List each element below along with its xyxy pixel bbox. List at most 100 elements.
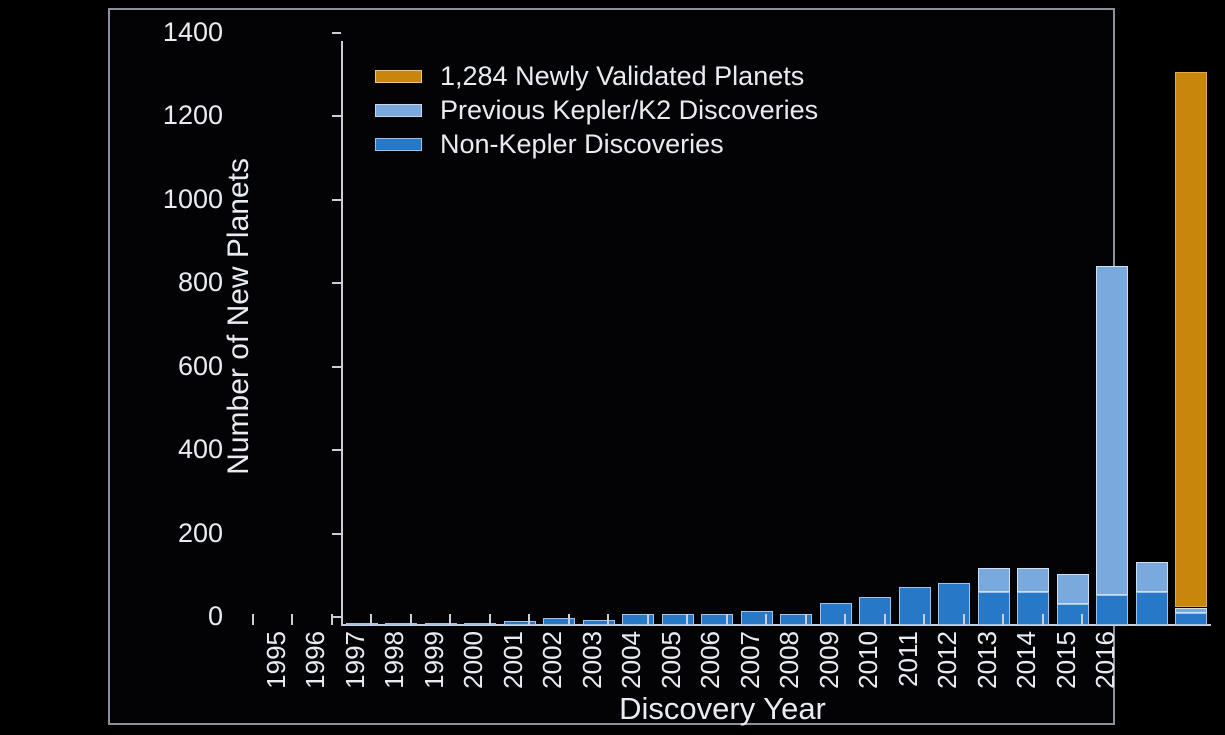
- bar-stack[interactable]: [1096, 266, 1129, 625]
- x-axis-tick: [844, 614, 847, 625]
- y-axis-tick-label: 200: [177, 517, 223, 548]
- y-axis-tick-label: 400: [177, 434, 223, 465]
- bar-segment[interactable]: [1096, 266, 1129, 595]
- legend-swatch-icon: [375, 138, 422, 151]
- bar-stack[interactable]: [622, 613, 655, 625]
- y-axis-line: [341, 41, 343, 626]
- bar-stack[interactable]: [503, 620, 536, 625]
- legend-item-label: Previous Kepler/K2 Discoveries: [440, 95, 819, 125]
- bar-segment[interactable]: [543, 618, 576, 625]
- bar-stack[interactable]: [898, 587, 931, 625]
- bar-stack[interactable]: [859, 597, 892, 625]
- x-axis-tick: [251, 614, 254, 625]
- bar-segment[interactable]: [740, 610, 773, 625]
- legend-item[interactable]: Previous Kepler/K2 Discoveries: [375, 94, 818, 127]
- bar-stack[interactable]: [701, 614, 734, 625]
- bar-segment[interactable]: [977, 591, 1010, 625]
- bar-segment[interactable]: [503, 620, 536, 625]
- bar-stack[interactable]: [582, 620, 615, 625]
- x-axis-tick-label: 2012: [932, 631, 963, 689]
- x-axis-tick-label: 2009: [813, 631, 844, 689]
- plot-area: [342, 41, 1210, 625]
- bar-stack[interactable]: [345, 623, 378, 625]
- bar-stack[interactable]: [1135, 562, 1168, 625]
- bar-segment[interactable]: [1135, 591, 1168, 625]
- y-axis-tick-label: 1400: [162, 17, 223, 47]
- y-axis-tick-label: 1000: [162, 183, 223, 214]
- y-axis-tick: [332, 365, 341, 368]
- x-axis-tick: [1081, 614, 1084, 625]
- bar-segment[interactable]: [424, 623, 457, 625]
- bar-stack[interactable]: [385, 623, 418, 625]
- x-axis-tick: [686, 614, 689, 625]
- x-axis-line: [341, 624, 1211, 626]
- bar-segment[interactable]: [1056, 604, 1089, 625]
- legend-item[interactable]: 1,284 Newly Validated Planets: [375, 60, 818, 93]
- y-axis-tick: [332, 198, 341, 201]
- x-axis-tick: [567, 614, 570, 625]
- bar-segment[interactable]: [1096, 594, 1129, 625]
- x-axis-tick: [923, 614, 926, 625]
- bar-segment[interactable]: [938, 583, 971, 625]
- legend-swatch-icon: [375, 70, 422, 83]
- bar-segment[interactable]: [464, 623, 497, 625]
- bar-segment[interactable]: [701, 614, 734, 625]
- bar-stack[interactable]: [819, 603, 852, 625]
- x-axis-tick: [725, 614, 728, 625]
- bar-segment[interactable]: [1175, 607, 1208, 613]
- bar-segment[interactable]: [977, 568, 1010, 592]
- x-axis-tick: [962, 614, 965, 625]
- bar-segment[interactable]: [1017, 591, 1050, 625]
- bar-segment[interactable]: [622, 613, 655, 625]
- y-axis-tick: [332, 449, 341, 452]
- x-axis-tick: [646, 614, 649, 625]
- x-axis-tick: [370, 614, 373, 625]
- y-axis-tick-label: 600: [177, 350, 223, 381]
- x-axis-tick-label: 2005: [655, 631, 686, 689]
- bar-stack[interactable]: [977, 568, 1010, 625]
- figure-frame: 0 200 400 600 800 1000 1200 1400 Number of New …: [108, 8, 1211, 726]
- bar-stack[interactable]: [740, 610, 773, 625]
- legend-item[interactable]: Non-Kepler Discoveries: [375, 128, 818, 161]
- bar-segment[interactable]: [780, 614, 813, 625]
- x-axis-tick-label: 1996: [300, 631, 331, 689]
- x-axis-tick: [883, 614, 886, 625]
- bar-stack[interactable]: [1056, 574, 1089, 625]
- bar-stack[interactable]: [424, 623, 457, 625]
- bar-segment[interactable]: [1017, 568, 1050, 592]
- x-axis-tick-label: 2001: [497, 631, 528, 689]
- bar-segment[interactable]: [898, 587, 931, 625]
- x-axis-tick-label: 2006: [695, 631, 726, 689]
- x-axis-tick-label: 1995: [260, 631, 291, 689]
- legend-item-label: Non-Kepler Discoveries: [440, 129, 724, 159]
- x-axis-tick: [409, 614, 412, 625]
- bar-segment[interactable]: [819, 603, 852, 625]
- bar-segment[interactable]: [661, 614, 694, 625]
- bar-segment[interactable]: [1175, 612, 1208, 625]
- x-axis-tick: [330, 614, 333, 625]
- x-axis-tick-label: 2008: [774, 631, 805, 689]
- bar-segment[interactable]: [1135, 562, 1168, 592]
- bar-segment[interactable]: [1175, 71, 1208, 608]
- bar-segment[interactable]: [1056, 574, 1089, 605]
- bar-stack[interactable]: [661, 614, 694, 625]
- bar-stack[interactable]: [543, 618, 576, 625]
- bar-stack[interactable]: [464, 623, 497, 625]
- x-axis-tick: [804, 614, 807, 625]
- bar-segment[interactable]: [859, 597, 892, 625]
- x-axis-tick: [1041, 614, 1044, 625]
- bar-segment[interactable]: [582, 620, 615, 625]
- x-axis-tick-label: 1999: [418, 631, 449, 689]
- bar-segment[interactable]: [345, 623, 378, 625]
- x-axis-tick-label: 2016: [1090, 631, 1121, 689]
- x-axis-tick-label: 2007: [734, 631, 765, 689]
- x-axis-tick: [765, 614, 768, 625]
- x-axis-title: Discovery Year: [619, 691, 826, 726]
- chart-legend: 1,284 Newly Validated Planets Previous Ke…: [375, 60, 818, 162]
- bar-stack[interactable]: [1175, 71, 1208, 625]
- bar-stack[interactable]: [780, 614, 813, 625]
- bar-segment[interactable]: [385, 623, 418, 625]
- bar-stack[interactable]: [938, 583, 971, 625]
- bar-stack[interactable]: [1017, 568, 1050, 625]
- x-axis-tick: [488, 614, 491, 625]
